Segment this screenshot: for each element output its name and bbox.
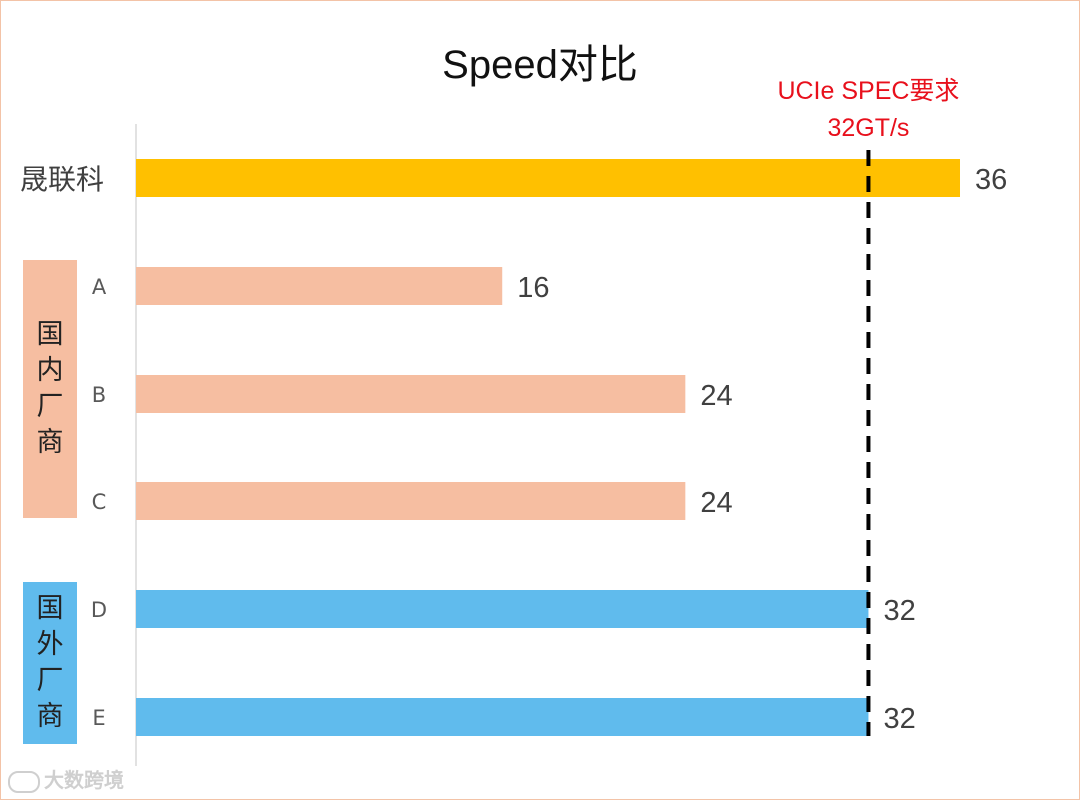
category-label: C [92, 490, 107, 514]
category-label: A [92, 275, 107, 299]
group-char: 外 [36, 629, 64, 660]
reference-label: UCIe SPEC要求 [777, 77, 959, 105]
data-label: 16 [517, 272, 549, 304]
data-label: 24 [700, 487, 732, 519]
category-label: B [92, 383, 106, 407]
bar [136, 375, 686, 413]
category-label: D [91, 598, 107, 622]
bar [136, 482, 686, 520]
group-char: 国 [36, 593, 64, 624]
group-char: 国 [36, 319, 64, 350]
reference-label-value: 32GT/s [827, 114, 909, 142]
watermark: 大数跨境 [8, 764, 124, 793]
data-label: 32 [883, 595, 915, 627]
bar [136, 267, 503, 305]
group-char: 厂 [36, 665, 64, 696]
group-char: 厂 [36, 391, 64, 422]
group-label-foreign: 国 外 厂 商 [23, 582, 77, 744]
data-label: 32 [883, 703, 915, 735]
group-char: 商 [36, 427, 64, 458]
category-label: E [92, 706, 105, 730]
group-char: 商 [36, 701, 64, 732]
bar [136, 698, 869, 736]
bar [136, 590, 869, 628]
chart-title: Speed对比 [442, 43, 638, 87]
category-label: 晟联科 [20, 163, 104, 196]
group-char: 内 [36, 355, 64, 386]
bar [136, 159, 960, 197]
group-label-domestic: 国 内 厂 商 [23, 260, 77, 518]
watermark-logo-icon [8, 770, 40, 793]
watermark-text: 大数跨境 [44, 768, 124, 792]
data-label: 24 [700, 380, 732, 412]
data-label: 36 [975, 164, 1007, 196]
